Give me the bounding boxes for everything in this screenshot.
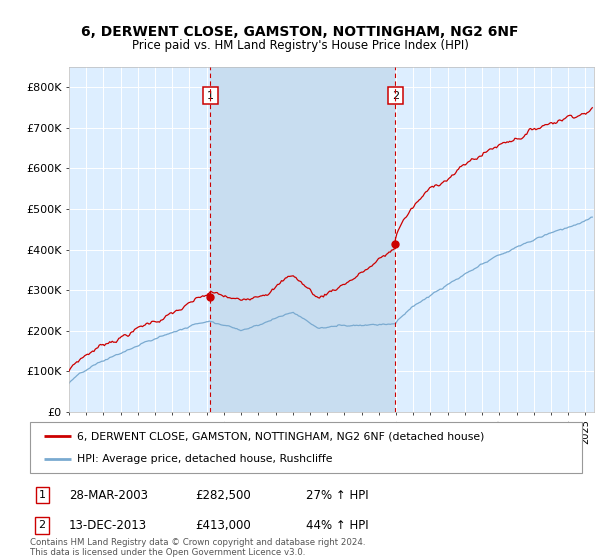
Text: Price paid vs. HM Land Registry's House Price Index (HPI): Price paid vs. HM Land Registry's House … bbox=[131, 39, 469, 52]
Text: HPI: Average price, detached house, Rushcliffe: HPI: Average price, detached house, Rush… bbox=[77, 454, 332, 464]
Text: 6, DERWENT CLOSE, GAMSTON, NOTTINGHAM, NG2 6NF (detached house): 6, DERWENT CLOSE, GAMSTON, NOTTINGHAM, N… bbox=[77, 431, 484, 441]
Text: 44% ↑ HPI: 44% ↑ HPI bbox=[306, 519, 368, 532]
Text: 2: 2 bbox=[38, 520, 46, 530]
Text: 28-MAR-2003: 28-MAR-2003 bbox=[68, 489, 148, 502]
Text: 13-DEC-2013: 13-DEC-2013 bbox=[68, 519, 147, 532]
Text: 2: 2 bbox=[392, 91, 399, 101]
Text: 1: 1 bbox=[38, 490, 46, 500]
Text: Contains HM Land Registry data © Crown copyright and database right 2024.
This d: Contains HM Land Registry data © Crown c… bbox=[30, 538, 365, 557]
Text: 1: 1 bbox=[207, 91, 214, 101]
Text: £282,500: £282,500 bbox=[196, 489, 251, 502]
Text: £413,000: £413,000 bbox=[196, 519, 251, 532]
Bar bbox=[211, 67, 395, 412]
Text: 6, DERWENT CLOSE, GAMSTON, NOTTINGHAM, NG2 6NF: 6, DERWENT CLOSE, GAMSTON, NOTTINGHAM, N… bbox=[81, 25, 519, 39]
Text: 27% ↑ HPI: 27% ↑ HPI bbox=[306, 489, 368, 502]
